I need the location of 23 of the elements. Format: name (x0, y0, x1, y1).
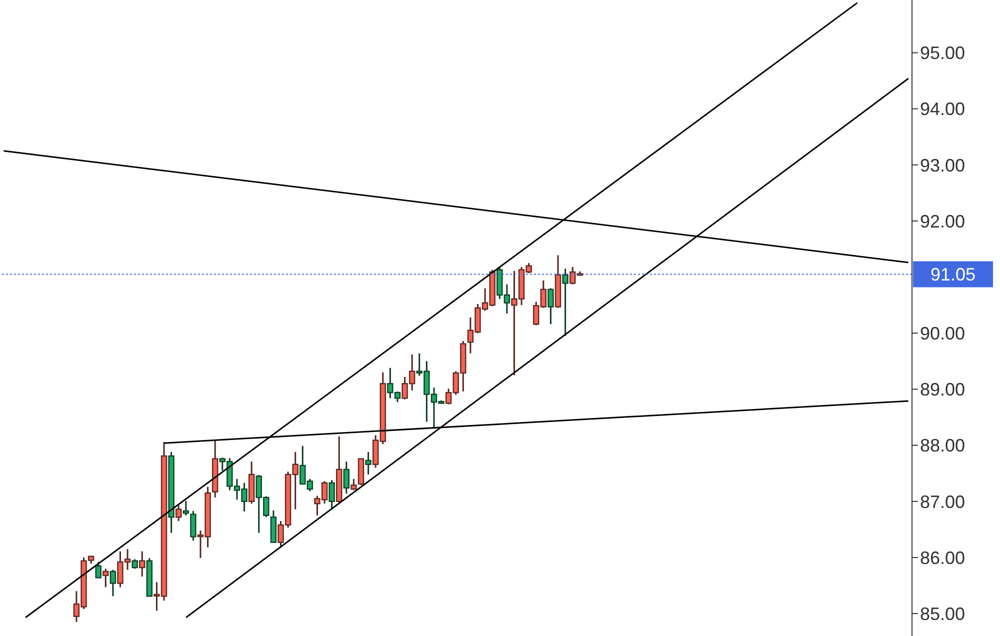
candlestick (102, 568, 109, 588)
y-tick-label: 86.00 (920, 548, 966, 568)
candlestick (176, 504, 182, 522)
y-tick-label: 95.00 (920, 43, 966, 64)
y-tick-label: 90.00 (920, 324, 966, 344)
candlestick (350, 478, 357, 491)
y-tick-label: 85.00 (920, 604, 966, 624)
candlestick (365, 451, 372, 476)
y-tick-label: 92.00 (920, 211, 966, 232)
candlestick (548, 288, 554, 325)
candlestick (343, 460, 350, 494)
candlestick (328, 479, 335, 510)
candlestick (132, 558, 138, 570)
candlestick (110, 569, 116, 597)
candlestick (139, 550, 146, 578)
ref-line-label: 91.05 (930, 264, 976, 284)
candlestick (95, 561, 102, 579)
y-tick-label: 93.00 (920, 155, 966, 176)
candlestick (562, 268, 568, 337)
y-tick-label: 94.00 (920, 99, 966, 120)
y-tick-label: 88.00 (920, 436, 966, 456)
y-tick-label: 87.00 (920, 492, 966, 512)
y-tick-label: 89.00 (920, 380, 966, 400)
